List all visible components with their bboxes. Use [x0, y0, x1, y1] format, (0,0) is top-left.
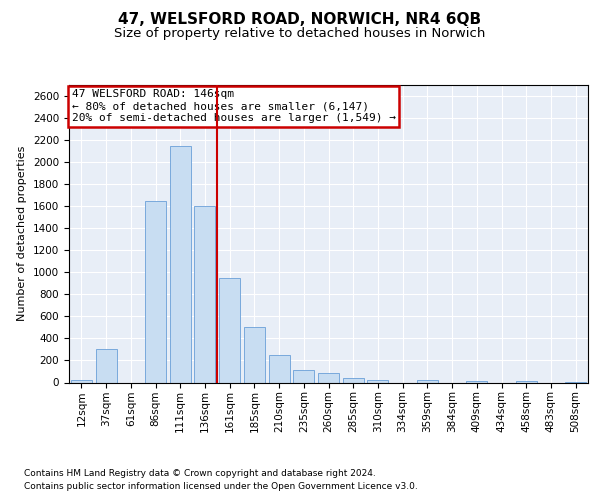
- Bar: [219, 278, 240, 382]
- Text: 47, WELSFORD ROAD, NORWICH, NR4 6QB: 47, WELSFORD ROAD, NORWICH, NR4 6QB: [118, 12, 482, 28]
- Bar: [293, 370, 314, 382]
- Text: Size of property relative to detached houses in Norwich: Size of property relative to detached ho…: [115, 28, 485, 40]
- Bar: [244, 328, 265, 382]
- Bar: [367, 380, 388, 382]
- Text: Contains HM Land Registry data © Crown copyright and database right 2024.: Contains HM Land Registry data © Crown c…: [24, 469, 376, 478]
- Bar: [194, 206, 215, 382]
- Bar: [71, 380, 92, 382]
- Bar: [170, 146, 191, 382]
- Bar: [417, 380, 438, 382]
- Text: Contains public sector information licensed under the Open Government Licence v3: Contains public sector information licen…: [24, 482, 418, 491]
- Bar: [95, 350, 116, 382]
- Bar: [269, 355, 290, 382]
- Bar: [318, 372, 339, 382]
- Bar: [343, 378, 364, 382]
- Bar: [145, 200, 166, 382]
- Text: 47 WELSFORD ROAD: 146sqm
← 80% of detached houses are smaller (6,147)
20% of sem: 47 WELSFORD ROAD: 146sqm ← 80% of detach…: [71, 90, 395, 122]
- Y-axis label: Number of detached properties: Number of detached properties: [17, 146, 28, 322]
